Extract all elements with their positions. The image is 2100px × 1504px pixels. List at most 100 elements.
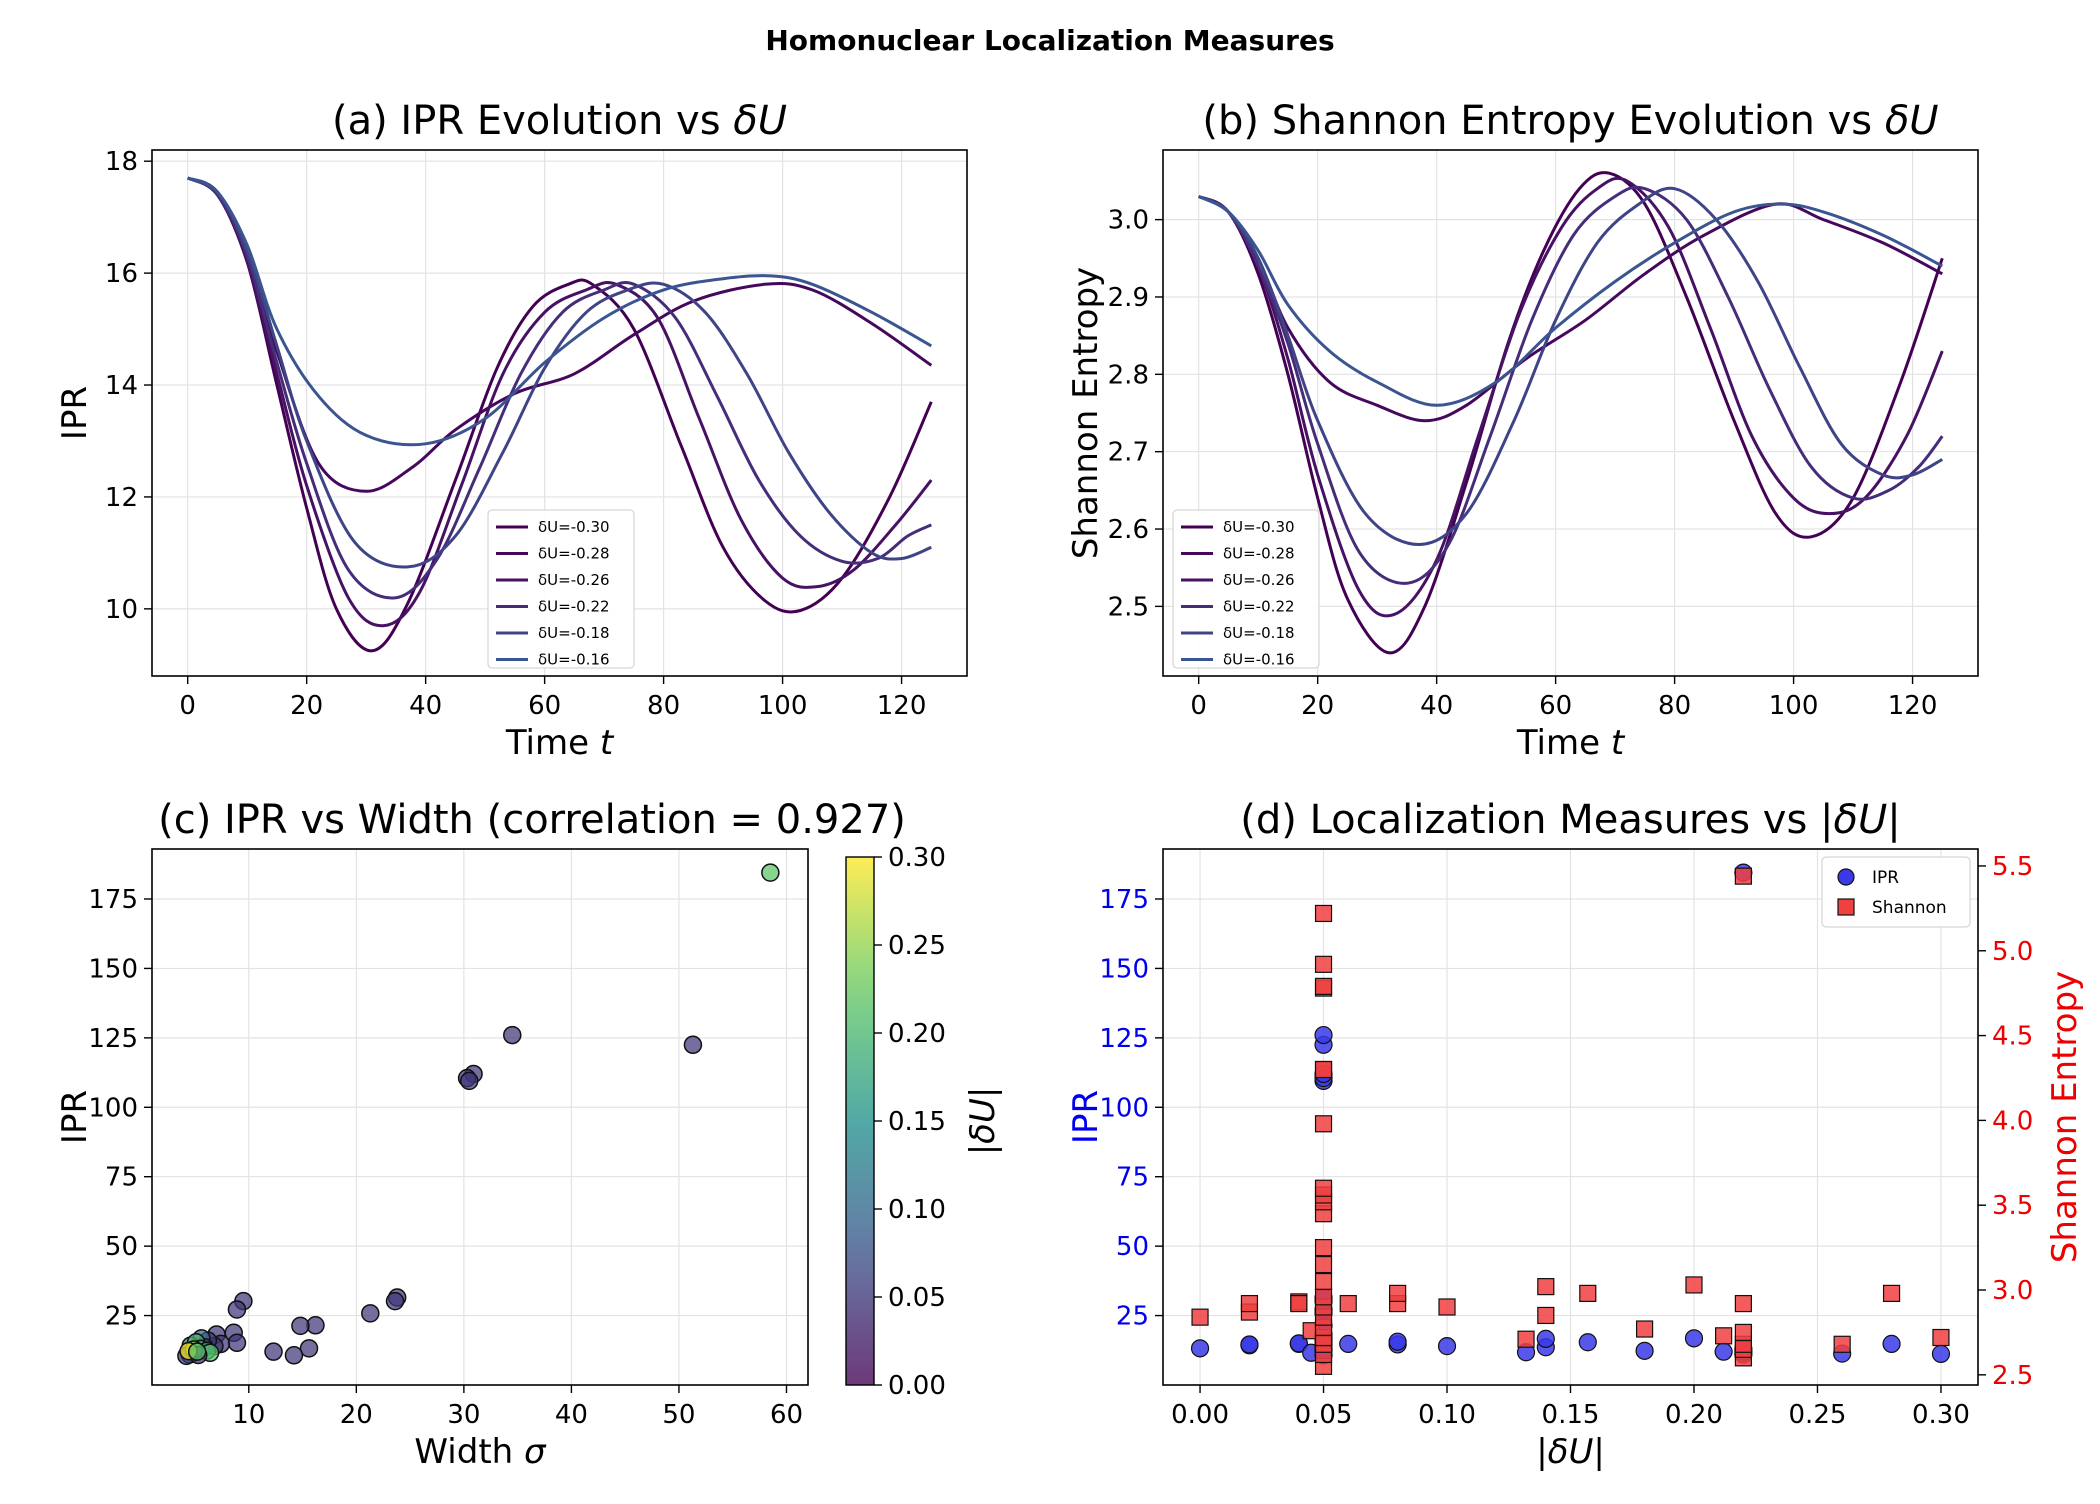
- series-line: [1198, 171, 1944, 655]
- legend-label: δU=-0.30: [1223, 518, 1295, 536]
- series-line: [1198, 185, 1944, 585]
- legend-label: δU=-0.28: [1223, 545, 1295, 563]
- y-tick-label: 10: [105, 595, 138, 625]
- legend-label: δU=-0.30: [538, 518, 610, 536]
- panel-title: (a) IPR Evolution vs δU: [332, 98, 787, 144]
- scatter-point: [459, 1071, 479, 1091]
- x-axis-label: Time t: [1516, 723, 1626, 763]
- shannon-point: [1715, 1327, 1733, 1345]
- legend-label: IPR: [1872, 868, 1899, 888]
- ipr-point: [1931, 1344, 1951, 1363]
- scatter-point: [683, 1035, 703, 1055]
- x-tick-label: 120: [1888, 691, 1938, 721]
- ipr-point: [1339, 1334, 1358, 1353]
- x-tick-label: 0.25: [1789, 1400, 1847, 1430]
- x-tick-label: 100: [758, 691, 808, 721]
- y-tick-label: 16: [105, 259, 138, 289]
- y-tick-label: 2.7: [1108, 438, 1149, 468]
- ipr-point: [1437, 1337, 1457, 1356]
- ipr-point: [1536, 1329, 1555, 1348]
- y-tick-label: 12: [105, 483, 138, 513]
- right-y-tick-label: 3.0: [1992, 1276, 2033, 1306]
- scatter-point: [264, 1342, 283, 1361]
- legend-label: δU=-0.22: [1223, 598, 1295, 616]
- shannon-point: [1339, 1294, 1357, 1313]
- scatter-point: [299, 1339, 319, 1358]
- series-line: [1198, 186, 1944, 547]
- y-tick-label: 3.0: [1108, 206, 1149, 236]
- legend-box: [487, 509, 635, 669]
- colorbar-label: |δU|: [963, 1087, 1003, 1156]
- shannon-point: [1579, 1284, 1597, 1303]
- scatter-point: [227, 1333, 247, 1353]
- shannon-point: [1734, 867, 1752, 885]
- x-axis-label: Time t: [505, 723, 615, 763]
- x-axis-label: Width σ: [414, 1432, 547, 1472]
- x-tick-label: 0.30: [1912, 1400, 1970, 1430]
- y-tick-label: 18: [105, 147, 138, 177]
- plot-frame: [151, 848, 809, 1386]
- shannon-point: [1191, 1308, 1209, 1326]
- series-line: [186, 176, 932, 600]
- shannon-point: [1537, 1278, 1555, 1296]
- right-y-tick-label: 4.5: [1992, 1022, 2033, 1052]
- right-y-tick-label: 5.0: [1992, 937, 2033, 967]
- series-line: [187, 176, 932, 569]
- shannon-point: [1240, 1294, 1259, 1313]
- panel-c-ipr-vs-width: 10 20 30 40 50 60 25 50 75 100 125 150 175 (c) IPR vs…: [55, 797, 1003, 1472]
- legend-label: δU=-0.26: [538, 571, 610, 589]
- shannon-point: [1314, 1255, 1333, 1274]
- x-tick-label: 10: [232, 1400, 265, 1430]
- scatter-point: [187, 1342, 207, 1361]
- legend-label: δU=-0.22: [538, 598, 610, 616]
- panel-b-shannon-evolution: 0 20 40 60 80 100 120 2.5 2.6 2.7 2.8 2.9 3.0 (b) Sha…: [1066, 98, 1979, 763]
- series-line: [186, 176, 933, 628]
- x-tick-label: 20: [1301, 691, 1334, 721]
- x-tick-label: 60: [770, 1400, 803, 1430]
- legend-label: δU=-0.26: [1223, 571, 1295, 589]
- x-tick-label: 100: [1769, 691, 1819, 721]
- y-tick-label: 150: [88, 954, 138, 984]
- y-axis-label: IPR: [55, 1090, 95, 1144]
- y-tick-label: 25: [1116, 1302, 1149, 1332]
- shannon-point: [1734, 1294, 1752, 1313]
- x-tick-label: 120: [877, 691, 927, 721]
- right-y-axis-label: Shannon Entropy: [2045, 971, 2085, 1263]
- x-axis-label: |δU|: [1536, 1432, 1605, 1472]
- x-tick-label: 50: [662, 1400, 695, 1430]
- legend-label: δU=-0.18: [538, 624, 610, 642]
- x-tick-label: 20: [340, 1400, 373, 1430]
- colorbar-tick-label: 0.25: [888, 931, 946, 961]
- shannon-point: [1932, 1328, 1950, 1347]
- legend-label: δU=-0.18: [1223, 624, 1295, 642]
- panel-title: (d) Localization Measures vs |δU|: [1240, 797, 1900, 843]
- shannon-point: [1635, 1320, 1654, 1338]
- x-tick-label: 60: [528, 691, 561, 721]
- colorbar-tick-label: 0.20: [888, 1019, 946, 1049]
- legend-label: Shannon: [1872, 898, 1947, 918]
- colorbar-tick-label: 0.30: [888, 843, 946, 873]
- right-y-tick-label: 2.5: [1992, 1361, 2033, 1391]
- y-tick-label: 2.6: [1108, 515, 1149, 545]
- scatter-point: [503, 1025, 522, 1045]
- shannon-point: [1517, 1330, 1535, 1348]
- shannon-point: [1314, 1179, 1333, 1197]
- left-y-axis-label: IPR: [1066, 1090, 1106, 1144]
- y-tick-label: 125: [88, 1024, 138, 1054]
- x-tick-label: 40: [409, 691, 442, 721]
- ipr-point: [1388, 1332, 1407, 1351]
- x-tick-label: 40: [555, 1400, 588, 1430]
- scatter-point: [291, 1316, 310, 1336]
- series-line: [186, 176, 933, 653]
- plot-frame: [1162, 848, 1979, 1386]
- ipr-point: [1190, 1339, 1210, 1358]
- plot-frame: [151, 149, 968, 677]
- shannon-point: [1314, 1288, 1333, 1306]
- panel-d-localization-measures: 0.00 0.05 0.10 0.15 0.20 0.25 0.30 25 50 75 100 125…: [1066, 797, 2085, 1472]
- shannon-point: [1314, 977, 1333, 995]
- x-tick-label: 0.15: [1542, 1400, 1600, 1430]
- scatter-point: [227, 1300, 247, 1319]
- scatter-point: [385, 1291, 405, 1311]
- y-tick-label: 75: [105, 1163, 138, 1193]
